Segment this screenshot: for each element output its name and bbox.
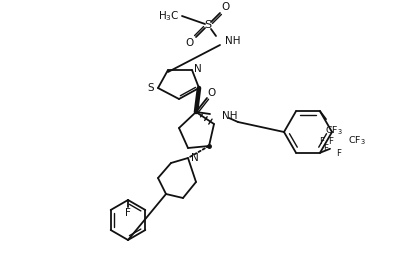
Text: CF$_3$: CF$_3$ — [325, 125, 343, 138]
Text: H$_3$C: H$_3$C — [158, 9, 180, 23]
Text: CF$_3$: CF$_3$ — [348, 134, 366, 147]
Text: F: F — [324, 144, 329, 153]
Text: O: O — [186, 38, 194, 48]
Text: NH: NH — [222, 111, 238, 121]
Text: NH: NH — [225, 36, 240, 46]
Text: F: F — [125, 208, 131, 218]
Text: F: F — [320, 137, 324, 146]
Text: N: N — [191, 153, 199, 163]
Text: S: S — [148, 83, 154, 93]
Text: S: S — [204, 20, 211, 30]
Text: F: F — [329, 137, 333, 146]
Text: N: N — [194, 64, 202, 74]
Text: F: F — [337, 149, 341, 158]
Text: O: O — [222, 2, 230, 12]
Text: O: O — [208, 88, 216, 98]
